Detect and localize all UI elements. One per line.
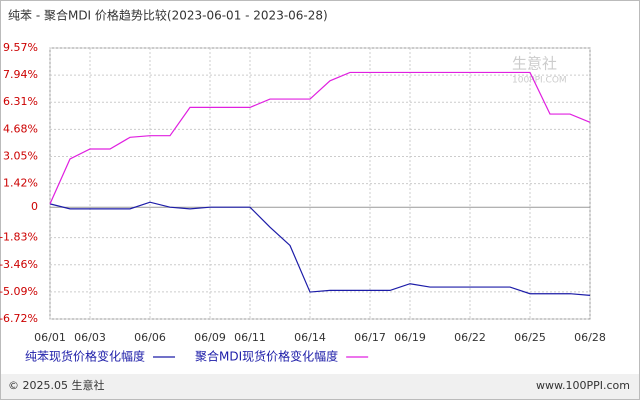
- y-tick-label: -5.09%: [0, 285, 38, 298]
- site: www.100PPI.com: [536, 379, 630, 392]
- series-line: [49, 71, 591, 205]
- x-tick-label: 06/03: [74, 331, 106, 344]
- watermark-url: 100PPI.COM: [512, 76, 567, 86]
- y-tick-label: 1.42%: [3, 177, 38, 190]
- x-tick-label: 06/19: [394, 331, 426, 344]
- legend-label: 纯苯现货价格变化幅度: [25, 349, 145, 364]
- x-tick-label: 06/09: [194, 331, 226, 344]
- y-tick-label: 7.94%: [3, 68, 38, 81]
- y-tick-label: 0: [31, 200, 38, 213]
- legend-label: 聚合MDI现货价格变化幅度: [195, 349, 338, 364]
- series-line: [49, 201, 591, 296]
- y-tick-label: -6.72%: [0, 312, 38, 325]
- copyright: © 2025.05 生意社: [8, 378, 104, 392]
- x-tick-label: 06/28: [574, 331, 606, 344]
- x-tick-label: 06/01: [34, 331, 66, 344]
- x-tick-label: 06/25: [514, 331, 546, 344]
- y-tick-label: 6.31%: [3, 95, 38, 108]
- chart-title: 纯苯 - 聚合MDI 价格趋势比较(2023-06-01 - 2023-06-2…: [8, 8, 328, 23]
- y-tick-label: 9.57%: [3, 41, 38, 54]
- x-tick-label: 06/17: [354, 331, 386, 344]
- x-tick-label: 06/06: [134, 331, 166, 344]
- watermark: 生意社: [512, 55, 557, 73]
- x-tick-label: 06/11: [234, 331, 266, 344]
- y-tick-label: -1.83%: [0, 231, 38, 244]
- x-tick-label: 06/14: [294, 331, 326, 344]
- y-tick-label: -3.46%: [0, 258, 38, 271]
- footer-bar: [1, 374, 639, 399]
- x-tick-label: 06/22: [454, 331, 486, 344]
- y-tick-label: 4.68%: [3, 122, 38, 135]
- y-tick-label: 3.05%: [3, 149, 38, 162]
